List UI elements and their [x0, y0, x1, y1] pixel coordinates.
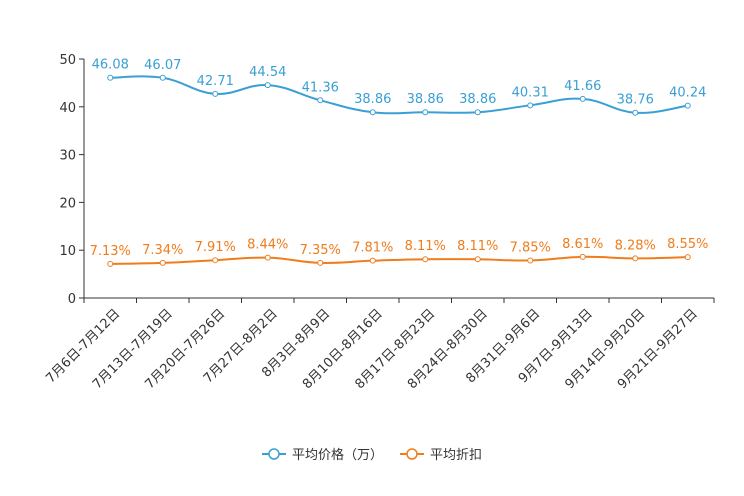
data-label: 8.28%	[615, 238, 656, 253]
legend-item-0[interactable]: 平均价格（万）	[262, 447, 383, 463]
data-point[interactable]	[264, 254, 271, 261]
data-label: 8.44%	[247, 238, 288, 253]
data-point[interactable]	[527, 257, 534, 264]
y-tick-label: 30	[59, 149, 76, 164]
data-label: 42.71	[197, 74, 234, 89]
series-1: 7.13% 7.34% 7.91% 8.44% 7.35% 7.81% 8.11% 8.11%…	[90, 237, 708, 267]
data-label: 8.11%	[405, 239, 446, 254]
data-label: 38.86	[407, 92, 444, 107]
data-label: 38.76	[617, 93, 654, 108]
y-tick-label: 50	[59, 53, 76, 68]
legend-item-1[interactable]: 平均折扣	[400, 448, 482, 463]
series-line	[110, 75, 688, 115]
data-point[interactable]	[474, 256, 481, 263]
data-point[interactable]	[159, 74, 166, 81]
y-tick-label: 40	[59, 101, 76, 116]
data-point[interactable]	[422, 256, 429, 263]
data-point[interactable]	[317, 97, 324, 104]
data-point[interactable]	[159, 259, 166, 266]
legend-marker-icon	[268, 448, 280, 460]
data-label: 7.13%	[90, 244, 131, 259]
data-point[interactable]	[212, 90, 219, 97]
data-label: 7.85%	[510, 240, 551, 255]
data-label: 40.24	[669, 86, 706, 101]
data-point[interactable]	[632, 109, 639, 116]
data-label: 46.08	[92, 58, 129, 73]
data-point[interactable]	[264, 82, 271, 89]
legend-label: 平均价格（万）	[292, 447, 383, 463]
data-label: 44.54	[249, 65, 286, 80]
y-tick-label: 10	[59, 244, 76, 259]
data-label: 46.07	[144, 58, 181, 73]
data-label: 41.36	[302, 80, 339, 95]
y-tick-label: 0	[68, 292, 76, 307]
data-point[interactable]	[212, 257, 219, 264]
data-label: 7.81%	[352, 241, 393, 256]
data-point[interactable]	[474, 109, 481, 116]
data-label: 7.34%	[142, 243, 183, 258]
data-label: 38.86	[354, 92, 391, 107]
series-layer: 46.08 46.07 42.71 44.54 41.36 38.86 38.86 38.86…	[90, 58, 708, 267]
data-point[interactable]	[422, 109, 429, 116]
data-point[interactable]	[527, 102, 534, 109]
legend[interactable]: 平均价格（万） 平均折扣	[262, 447, 482, 463]
data-point[interactable]	[579, 95, 586, 102]
data-point[interactable]	[684, 254, 691, 261]
legend-label: 平均折扣	[430, 448, 482, 463]
data-label: 7.91%	[195, 240, 236, 255]
series-0: 46.08 46.07 42.71 44.54 41.36 38.86 38.86 38.86…	[92, 58, 706, 116]
data-point[interactable]	[632, 255, 639, 262]
data-label: 8.55%	[667, 237, 708, 252]
data-point[interactable]	[107, 74, 114, 81]
y-tick-label: 20	[59, 196, 76, 211]
series-line	[110, 255, 688, 265]
data-label: 41.66	[564, 79, 601, 94]
legend-marker-icon	[406, 448, 418, 460]
data-label: 7.35%	[300, 243, 341, 258]
data-label: 8.11%	[457, 239, 498, 254]
data-point[interactable]	[579, 253, 586, 260]
data-point[interactable]	[369, 257, 376, 264]
data-point[interactable]	[317, 259, 324, 266]
data-point[interactable]	[369, 109, 376, 116]
data-label: 38.86	[459, 92, 496, 107]
data-label: 40.31	[512, 85, 549, 100]
data-point[interactable]	[684, 102, 691, 109]
data-label: 8.61%	[562, 237, 603, 252]
data-point[interactable]	[107, 260, 114, 267]
